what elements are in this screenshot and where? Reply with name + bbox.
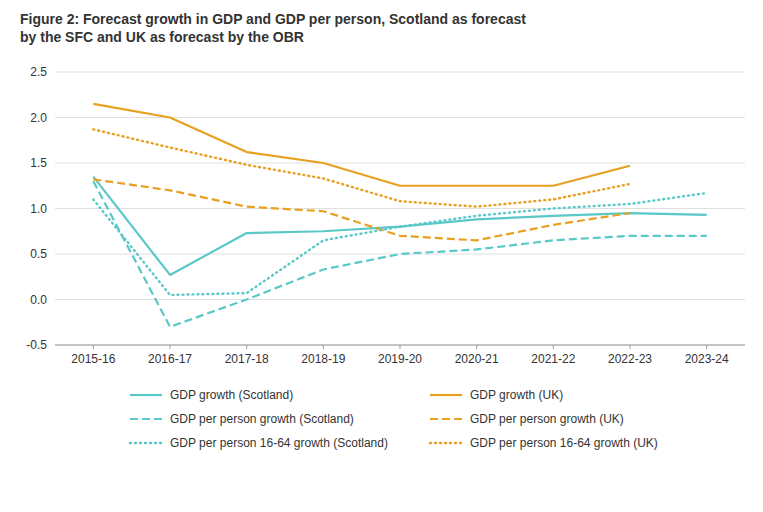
series-line [93,104,630,186]
title-line: Figure 2: Forecast growth in GDP and GDP… [20,11,526,27]
x-tick [553,345,554,349]
x-tick-label: 2020-21 [455,352,499,366]
legend-label: GDP per person growth (UK) [470,412,624,426]
x-tick [476,345,477,349]
series-line [93,181,706,327]
legend-swatch [430,418,462,420]
title: Figure 2: Forecast growth in GDP and GDP… [20,11,526,45]
y-tick-label: 0.5 [30,247,47,261]
grid-line [55,299,745,300]
x-tick-label: 2016-17 [148,352,192,366]
x-tick [246,345,247,349]
legend: GDP growth (Scotland) GDP growth (UK) GDP … [130,388,658,450]
x-tick [706,345,707,349]
legend-label: GDP per person 16-64 growth (UK) [470,436,658,450]
y-tick-label: 2.0 [30,111,47,125]
y-tick-label: 0.0 [30,293,47,307]
x-tick-label: 2018-19 [301,352,345,366]
legend-label: GDP growth (UK) [470,388,563,402]
grid-line [55,117,745,118]
x-tick [630,345,631,349]
grid-line [55,254,745,255]
legend-swatch [130,418,162,420]
x-tick-label: 2015-16 [71,352,115,366]
x-tick-label: 2019-20 [378,352,422,366]
x-tick-label: 2021-22 [531,352,575,366]
x-tick-label: 2017-18 [225,352,269,366]
series-line [93,129,630,206]
y-tick-label: 1.5 [30,156,47,170]
x-tick-label: 2022-23 [608,352,652,366]
series-line [93,193,706,295]
x-tick [400,345,401,349]
grid-line [55,208,745,209]
legend-label: GDP growth (Scotland) [170,388,293,402]
x-tick [323,345,324,349]
grid-line [55,163,745,164]
x-tick [170,345,171,349]
series-lines [93,104,706,327]
legend-swatch [130,394,162,396]
title-line: by the SFC and UK as forecast by the OBR [20,29,304,45]
y-tick-label: -0.5 [26,338,47,352]
legend-swatch [430,442,462,444]
legend-swatch [430,394,462,396]
chart: Figure 2: Forecast growth in GDP and GDP… [0,0,763,512]
y-tick-label: 2.5 [30,65,47,79]
legend-label: GDP per person growth (Scotland) [170,412,354,426]
x-tick-label: 2023-24 [685,352,729,366]
grid [55,72,745,345]
y-tick-label: 1.0 [30,202,47,216]
grid-line [55,72,745,73]
x-tick [93,345,94,349]
legend-label: GDP per person 16-64 growth (Scotland) [170,436,388,450]
legend-swatch [130,442,162,444]
